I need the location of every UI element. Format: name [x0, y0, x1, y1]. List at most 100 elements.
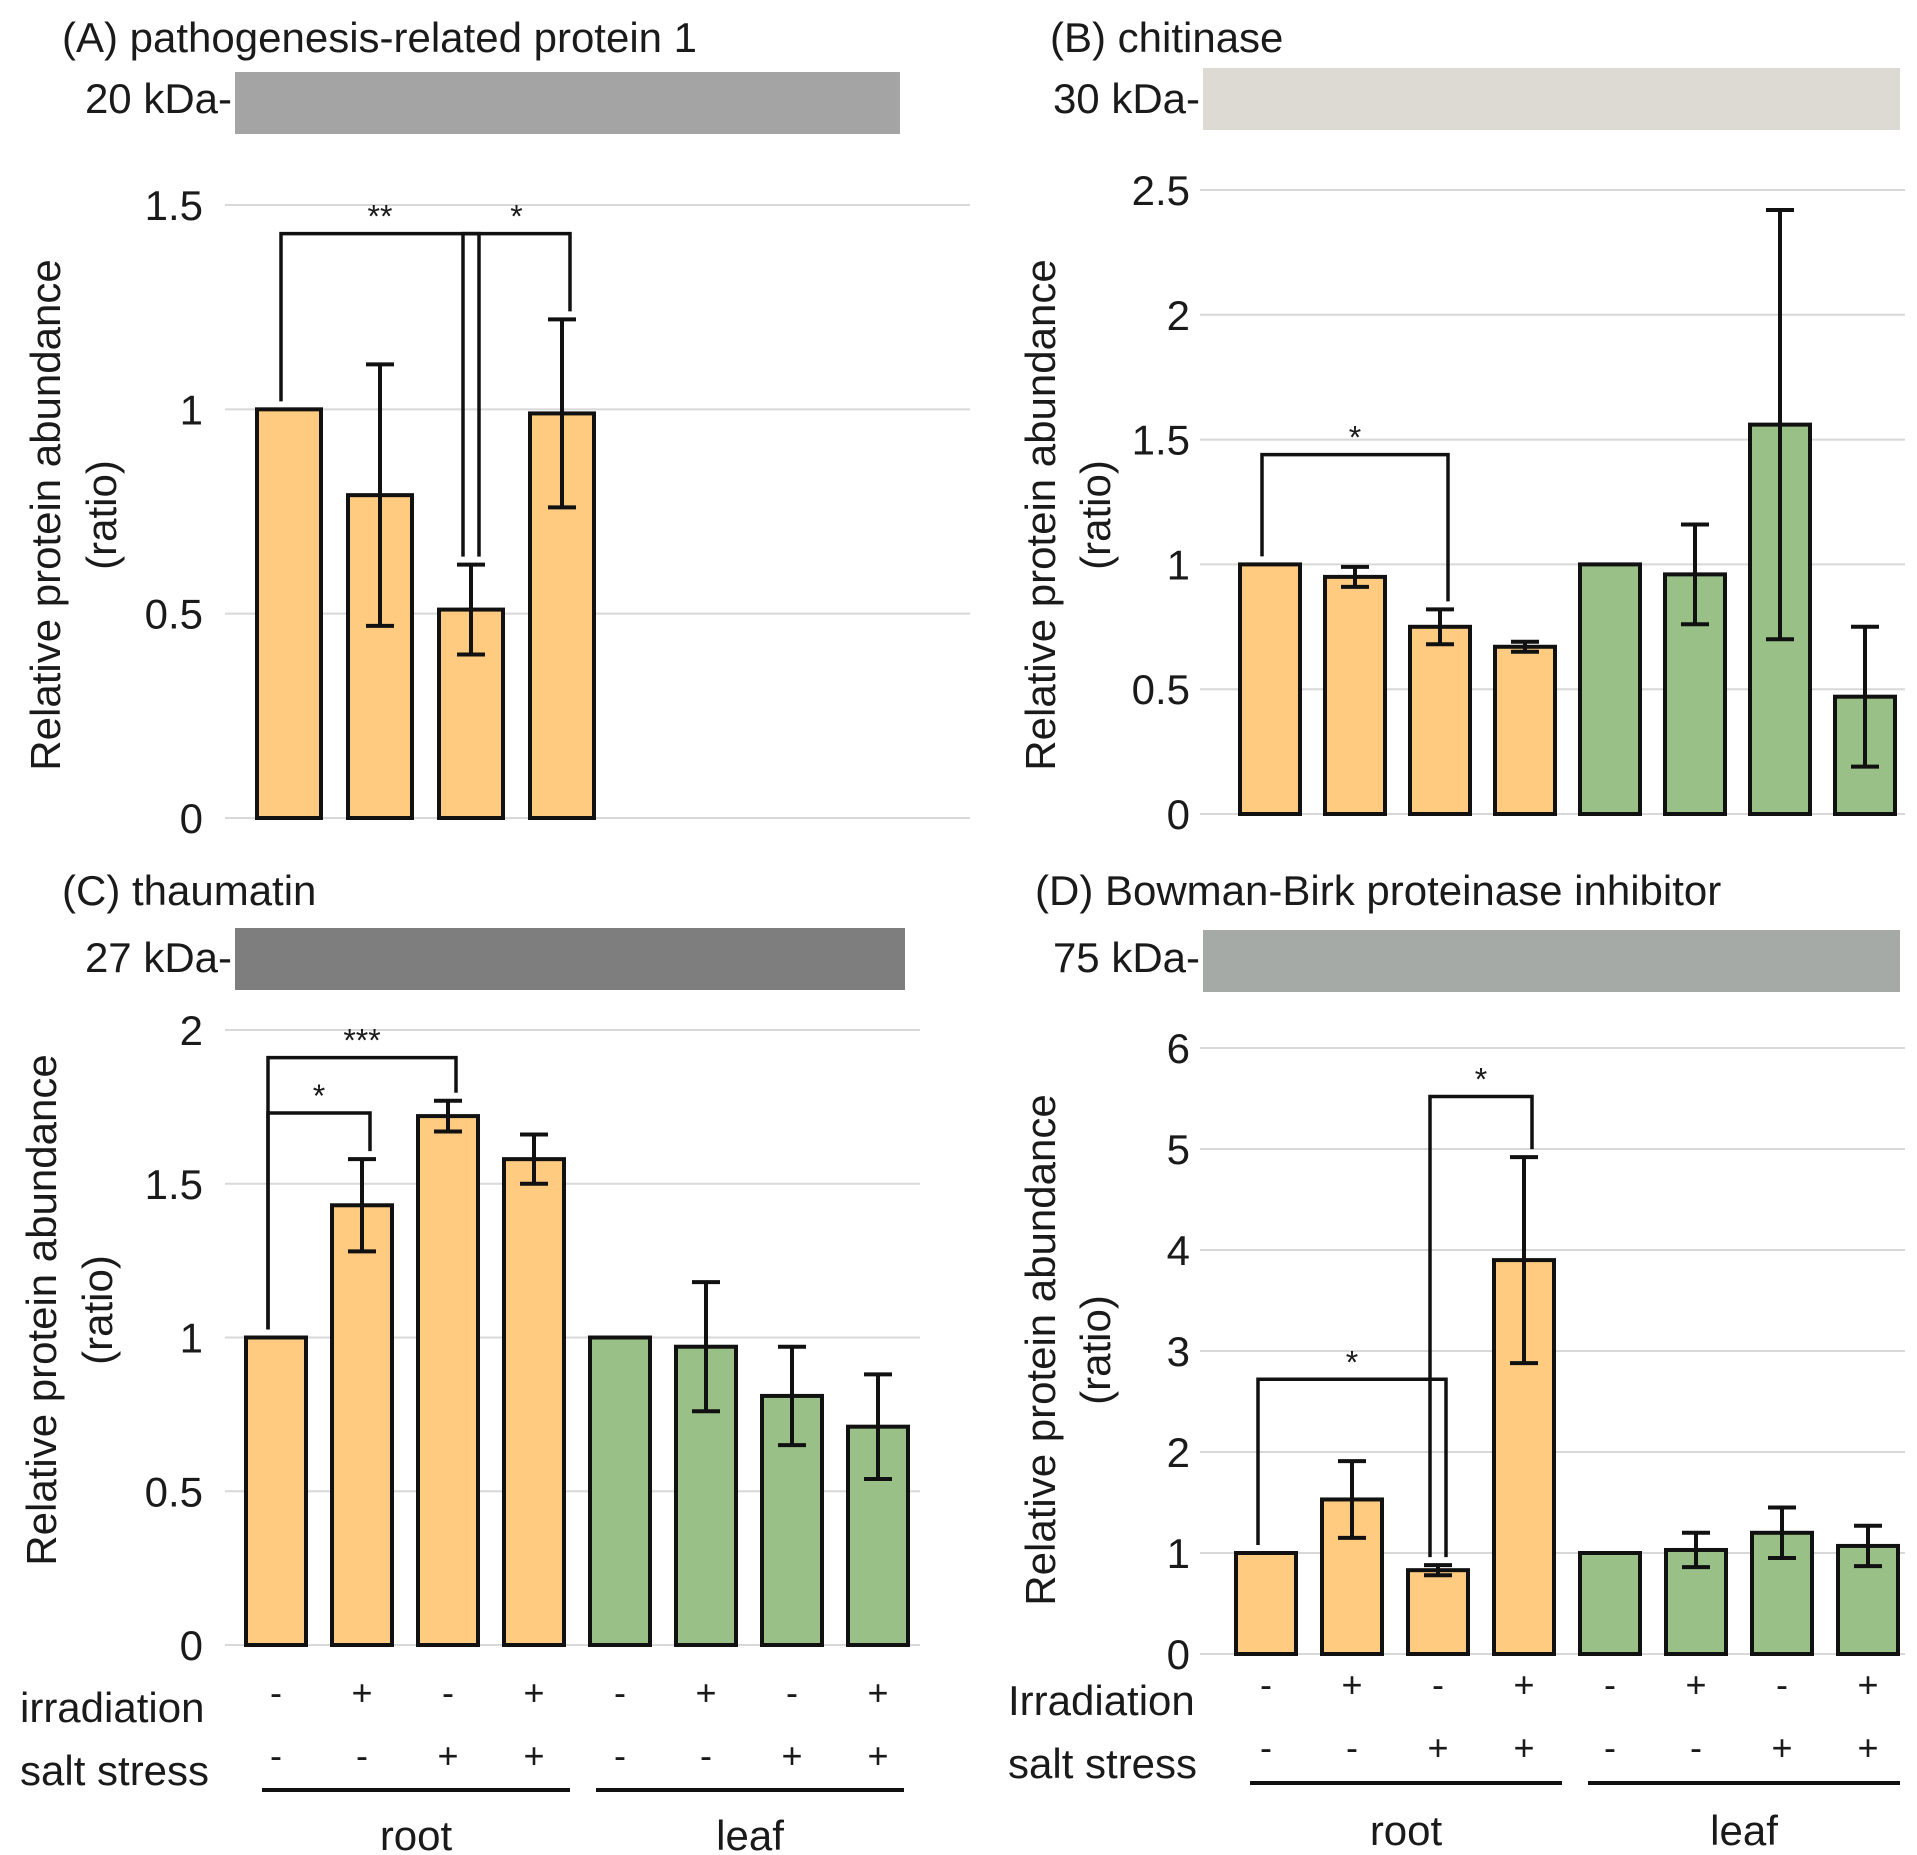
- irradiation-mark: -: [1432, 1664, 1444, 1705]
- bar-root: [330, 1203, 394, 1648]
- panel-b-band-label: 30 kDa-: [1053, 75, 1200, 122]
- panel-d-salt-row-label: salt stress: [1008, 1740, 1197, 1787]
- y-tick-label: 2: [1167, 1429, 1190, 1476]
- significance-bracket: [279, 231, 481, 557]
- irradiation-mark: +: [523, 1672, 544, 1713]
- significance-bracket: [1260, 452, 1450, 602]
- panel-d-plot: 0 1 2 3 4 5 6 * *: [1167, 1025, 1905, 1678]
- irradiation-mark: -: [270, 1672, 282, 1713]
- panel-a-western-blot: [235, 72, 900, 134]
- salt-stress-mark: +: [523, 1735, 544, 1776]
- irradiation-mark: -: [1604, 1664, 1616, 1705]
- salt-stress-mark: +: [867, 1735, 888, 1776]
- significance-label: *: [1475, 1061, 1487, 1097]
- salt-stress-mark: -: [270, 1735, 282, 1776]
- bar-leaf: [1836, 1543, 1900, 1657]
- y-tick-label: 4: [1167, 1227, 1190, 1274]
- y-tick-label: 1.5: [145, 182, 203, 229]
- bar-root: [528, 411, 596, 820]
- y-tick-label: 2.5: [1132, 167, 1190, 214]
- y-tick-label: 1: [1167, 1530, 1190, 1577]
- bar-root: [1323, 574, 1387, 816]
- significance-bracket: [1256, 1377, 1448, 1558]
- salt-stress-mark: +: [437, 1735, 458, 1776]
- significance-bracket: [266, 1111, 372, 1330]
- bar-root: [1408, 624, 1472, 816]
- panel-d-band-label: 75 kDa-: [1053, 934, 1200, 981]
- panel-c-western-blot: [235, 928, 905, 990]
- salt-stress-mark: +: [1857, 1727, 1878, 1768]
- group-label-leaf: leaf: [716, 1812, 784, 1855]
- panel-c-title: (C) thaumatin: [62, 867, 316, 914]
- bar-root: [502, 1157, 566, 1648]
- panel-b-y-axis-label: Relative protein abundance: [1017, 259, 1064, 770]
- irradiation-mark: +: [695, 1672, 716, 1713]
- panel-d-title: (D) Bowman-Birk proteinase inhibitor: [1035, 867, 1721, 914]
- group-label-root: root: [380, 1812, 453, 1855]
- panel-b-y-axis-unit: (ratio): [1072, 460, 1119, 570]
- significance-label: *: [510, 199, 522, 235]
- bar-root: [1238, 562, 1302, 817]
- panel-d-irradiation-row-label: Irradiation: [1008, 1677, 1195, 1724]
- significance-bracket: [1428, 1094, 1534, 1558]
- panel-b-plot: 0 0.5 1 1.5 2 2.5 *: [1132, 167, 1905, 838]
- panel-c-salt-row-label: salt stress: [20, 1747, 209, 1794]
- salt-stress-mark: -: [1604, 1727, 1616, 1768]
- y-tick-label: 0: [1167, 791, 1190, 838]
- irradiation-mark: +: [1685, 1664, 1706, 1705]
- salt-stress-mark: -: [356, 1735, 368, 1776]
- panel-a-y-axis-label: Relative protein abundance: [22, 259, 69, 770]
- significance-bracket: [461, 231, 572, 557]
- irradiation-mark: +: [1513, 1664, 1534, 1705]
- panel-c-band-label: 27 kDa-: [85, 934, 232, 981]
- y-tick-label: 3: [1167, 1328, 1190, 1375]
- irradiation-mark: -: [786, 1672, 798, 1713]
- panel-a-y-axis-unit: (ratio): [78, 460, 125, 570]
- salt-stress-mark: -: [1260, 1727, 1272, 1768]
- irradiation-mark: +: [867, 1672, 888, 1713]
- salt-stress-mark: -: [700, 1735, 712, 1776]
- y-tick-label: 0: [180, 1622, 203, 1669]
- panel-d-western-blot: [1203, 930, 1900, 992]
- salt-stress-mark: +: [781, 1735, 802, 1776]
- irradiation-mark: -: [442, 1672, 454, 1713]
- irradiation-mark: -: [1260, 1664, 1272, 1705]
- panel-b: (B) chitinase 30 kDa- 0 0.5 1 1.5 2 2.5 * Rela…: [1017, 14, 1905, 838]
- y-tick-label: 1.5: [145, 1161, 203, 1208]
- panel-a-plot: 00.511.5 ** *: [145, 182, 970, 842]
- panel-c: (C) thaumatin 27 kDa- 00.511.52 **** Rela…: [18, 867, 920, 1855]
- y-tick-label: 6: [1167, 1025, 1190, 1072]
- y-tick-label: 1: [180, 386, 203, 433]
- panel-c-irradiation-row-label: irradiation: [20, 1684, 204, 1731]
- panel-a-band-label: 20 kDa-: [85, 75, 232, 122]
- salt-stress-mark: -: [1346, 1727, 1358, 1768]
- group-label-root: root: [1370, 1807, 1443, 1854]
- panel-d: (D) Bowman-Birk proteinase inhibitor 75 …: [1008, 867, 1905, 1854]
- panel-a-title: (A) pathogenesis-related protein 1: [62, 14, 697, 61]
- bar-root: [416, 1114, 480, 1647]
- salt-stress-mark: +: [1427, 1727, 1448, 1768]
- y-tick-label: 2: [1167, 292, 1190, 339]
- panel-b-western-blot: [1203, 68, 1900, 130]
- bar-root: [255, 407, 323, 820]
- salt-stress-mark: +: [1771, 1727, 1792, 1768]
- irradiation-mark: +: [1341, 1664, 1362, 1705]
- y-tick-label: 0.5: [1132, 666, 1190, 713]
- y-tick-label: 1: [1167, 541, 1190, 588]
- panel-c-y-axis-unit: (ratio): [74, 1255, 121, 1365]
- bar-leaf: [760, 1393, 824, 1648]
- bar-leaf: [1578, 562, 1642, 817]
- y-tick-label: 0: [180, 795, 203, 842]
- salt-stress-mark: -: [1690, 1727, 1702, 1768]
- panel-c-plot: 00.511.52 ****: [145, 1007, 920, 1669]
- y-tick-label: 1: [180, 1315, 203, 1362]
- panel-c-treatment-marks: - + - + - + - + - - + + - - + + root leaf: [262, 1672, 904, 1855]
- bar-root: [244, 1335, 308, 1647]
- irradiation-mark: +: [351, 1672, 372, 1713]
- panel-d-treatment-marks: - + - + - + - + - - + + - - + + root leaf: [1250, 1664, 1900, 1854]
- panel-b-title: (B) chitinase: [1050, 14, 1283, 61]
- significance-label: *: [313, 1078, 325, 1114]
- significance-label: **: [368, 199, 393, 235]
- bar-leaf: [588, 1335, 652, 1647]
